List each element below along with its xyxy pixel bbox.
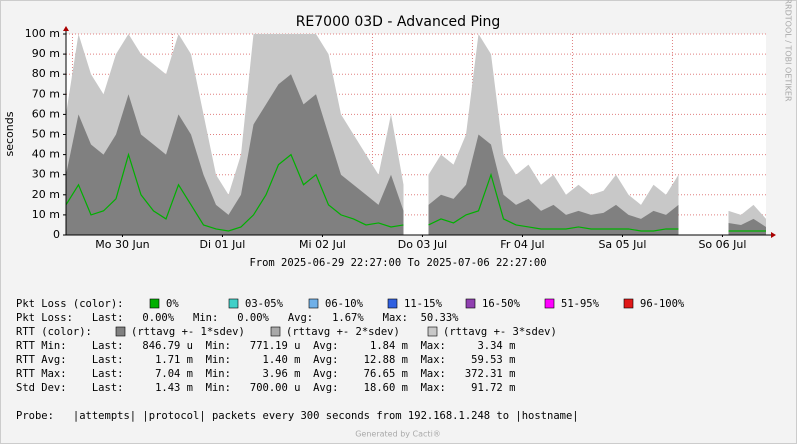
- plot: [65, 33, 766, 236]
- legend-entry: 0%: [166, 298, 179, 310]
- y-tick-label: 50 m: [32, 128, 60, 141]
- x-tick-label: Sa 05 Jul: [598, 238, 646, 251]
- smoke-area: [66, 74, 404, 235]
- median-line: [65, 152, 404, 232]
- legend-entry: (rttavg +- 1*sdev): [131, 326, 245, 338]
- chart-title: RE7000 03D - Advanced Ping: [296, 14, 501, 30]
- x-tick-label: Mo 30 Jun: [95, 238, 149, 251]
- legend-entry: 06-10%: [325, 298, 364, 310]
- y-tick-label: 10 m: [32, 208, 60, 221]
- y-tick-label: 100 m: [25, 27, 60, 40]
- legend-swatch: [149, 298, 160, 309]
- legend-entry: 96-100%: [640, 298, 685, 310]
- legend-swatch: [270, 326, 281, 337]
- stats-line: RTT Avg: Last: 1.71 m Min: 1.40 m Avg: 1…: [16, 354, 515, 366]
- legend-entry: 16-50%: [482, 298, 521, 310]
- x-tick-label: Fr 04 Jul: [500, 238, 544, 251]
- x-tick-label: So 06 Jul: [698, 238, 746, 251]
- y-tick-label: 70 m: [32, 87, 60, 100]
- median-line: [428, 172, 679, 232]
- x-axis-label: From 2025-06-29 22:27:00 To 2025-07-06 2…: [249, 257, 546, 269]
- legend-entry: 51-95%: [561, 298, 600, 310]
- legend-entry: 03-05%: [245, 298, 284, 310]
- stats-line: RTT Min: Last: 846.79 u Min: 771.19 u Av…: [16, 340, 515, 352]
- y-tick-label: 60 m: [32, 107, 60, 120]
- legend-entry: 11-15%: [404, 298, 443, 310]
- legend-swatch: [115, 326, 126, 337]
- stats-line: RTT Max: Last: 7.04 m Min: 3.96 m Avg: 7…: [16, 368, 515, 380]
- y-tick-label: 20 m: [32, 188, 60, 201]
- legend-label: RTT (color):: [16, 326, 92, 338]
- legend-entry: (rttavg +- 3*sdev): [443, 326, 557, 338]
- probe-line: Probe: |attempts| |protocol| packets eve…: [16, 410, 579, 422]
- legend-swatch: [228, 298, 239, 309]
- y-tick-label: 30 m: [32, 168, 60, 181]
- legend-swatch: [427, 326, 438, 337]
- legend-swatch: [544, 298, 555, 309]
- x-tick-label: Mi 02 Jul: [299, 238, 346, 251]
- stats-line: Pkt Loss: Last: 0.00% Min: 0.00% Avg: 1.…: [16, 312, 459, 324]
- y-tick-label: 80 m: [32, 67, 60, 80]
- legend-swatch: [623, 298, 634, 309]
- legend-swatch: [465, 298, 476, 309]
- legend-label: Pkt Loss (color):: [16, 298, 123, 310]
- footer: Generated by Cacti®: [355, 430, 441, 439]
- side-text: RRDTOOL / TOBI OETIKER: [784, 0, 793, 102]
- legend-swatch: [308, 298, 319, 309]
- x-tick-label: Di 01 Jul: [200, 238, 246, 251]
- y-tick-label: 40 m: [32, 148, 60, 161]
- smoke-area: [428, 134, 679, 235]
- axis-arrow: [771, 232, 776, 238]
- stats-line: Std Dev: Last: 1.43 m Min: 700.00 u Avg:…: [16, 382, 515, 394]
- y-axis-label: seconds: [3, 111, 16, 156]
- axis-arrow: [63, 26, 69, 31]
- legend-entry: (rttavg +- 2*sdev): [286, 326, 400, 338]
- y-tick-label: 90 m: [32, 47, 60, 60]
- y-tick-label: 0: [53, 228, 60, 241]
- x-tick-label: Do 03 Jul: [398, 238, 447, 251]
- legend: Pkt Loss (color): 0% 03-05% 06-10% 11-15% 16-…: [16, 298, 685, 422]
- legend-swatch: [387, 298, 398, 309]
